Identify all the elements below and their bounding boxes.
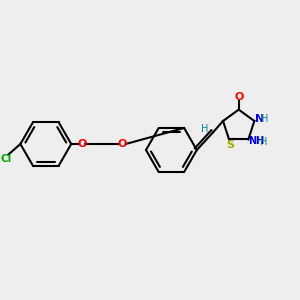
Text: H: H: [261, 115, 268, 124]
Text: O: O: [234, 92, 243, 102]
Text: O: O: [77, 139, 86, 149]
Text: N: N: [255, 114, 264, 124]
Text: H: H: [260, 137, 267, 147]
Text: H: H: [201, 124, 208, 134]
Text: S: S: [226, 140, 235, 150]
Text: NH: NH: [248, 136, 264, 146]
Text: O: O: [117, 139, 127, 149]
Text: Cl: Cl: [0, 154, 12, 164]
